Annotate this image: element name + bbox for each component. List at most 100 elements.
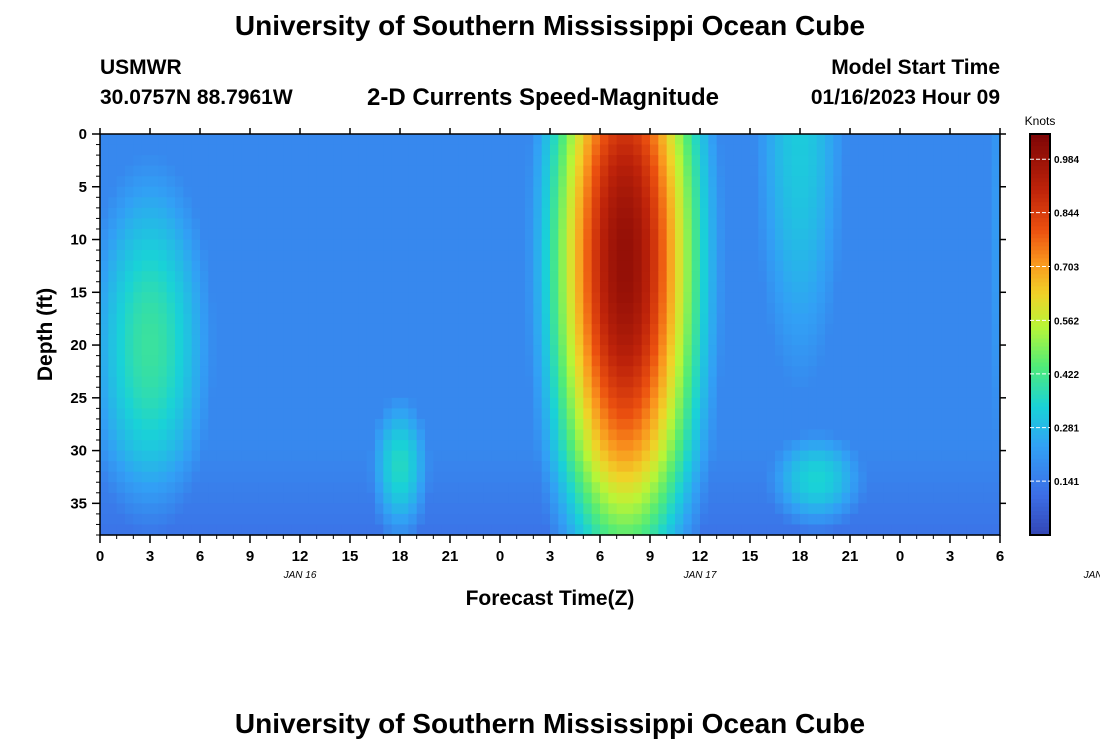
heatmap-cell — [958, 376, 968, 388]
heatmap-cell — [100, 271, 109, 283]
heatmap-cell — [108, 197, 118, 209]
colorbar-swatch — [1030, 170, 1050, 175]
heatmap-cell — [425, 186, 434, 198]
heatmap-cell — [941, 440, 951, 452]
heatmap-cell — [866, 461, 876, 473]
heatmap-cell — [441, 165, 451, 177]
heatmap-cell — [983, 366, 993, 378]
heatmap-cell — [558, 281, 568, 293]
heatmap-cell — [975, 239, 984, 251]
heatmap-cell — [750, 144, 759, 156]
heatmap-cell — [966, 292, 976, 304]
heatmap-cell — [158, 250, 168, 262]
heatmap-cell — [266, 155, 276, 167]
heatmap-cell — [450, 292, 459, 304]
heatmap-cell — [400, 271, 409, 283]
heatmap-cell — [900, 366, 909, 378]
heatmap-cell — [216, 450, 226, 462]
heatmap-cell — [333, 376, 343, 388]
heatmap-cell — [533, 418, 543, 431]
heatmap-cell — [958, 408, 968, 420]
heatmap-cell — [575, 461, 584, 473]
heatmap-cell — [708, 482, 718, 494]
heatmap-cell — [483, 197, 493, 209]
heatmap-cell — [558, 186, 568, 198]
heatmap-cell — [175, 450, 184, 462]
heatmap-cell — [425, 387, 434, 399]
heatmap-cell — [283, 281, 293, 293]
heatmap-cell — [516, 418, 526, 431]
heatmap-cell — [891, 524, 901, 536]
heatmap-cell — [683, 302, 693, 314]
heatmap-cell — [583, 461, 593, 473]
heatmap-cell — [425, 228, 434, 241]
heatmap-cell — [441, 355, 451, 367]
colorbar-swatch — [1030, 390, 1050, 396]
heatmap-cell — [791, 186, 801, 198]
heatmap-cell — [366, 334, 376, 346]
heatmap-cell — [725, 334, 734, 346]
heatmap-cell — [925, 408, 934, 420]
heatmap-cell — [458, 134, 468, 146]
heatmap-cell — [166, 418, 176, 431]
heatmap-cell — [108, 334, 118, 346]
heatmap-cell — [758, 313, 768, 325]
heatmap-cell — [900, 323, 909, 336]
heatmap-cell — [108, 429, 118, 441]
heatmap-cell — [825, 281, 834, 293]
heatmap-cell — [158, 524, 168, 536]
heatmap-cell — [858, 250, 868, 262]
heatmap-cell — [750, 134, 759, 146]
heatmap-cell — [875, 323, 884, 336]
heatmap-cell — [541, 418, 551, 431]
heatmap-cell — [358, 144, 368, 156]
heatmap-cell — [366, 482, 376, 494]
heatmap-cell — [700, 323, 709, 336]
heatmap-cell — [766, 218, 776, 230]
heatmap-cell — [933, 366, 943, 378]
heatmap-cell — [375, 260, 384, 272]
heatmap-cell — [483, 176, 493, 188]
heatmap-cell — [308, 334, 318, 346]
heatmap-cell — [891, 155, 901, 167]
heatmap-cell — [441, 250, 451, 262]
heatmap-cell — [966, 461, 976, 473]
heatmap-cell — [675, 302, 684, 314]
heatmap-cell — [350, 239, 359, 251]
heatmap-cell — [700, 176, 709, 188]
heatmap-cell — [183, 228, 193, 241]
heatmap-cell — [125, 440, 134, 452]
heatmap-cell — [608, 366, 618, 378]
heatmap-cell — [858, 197, 868, 209]
heatmap-cell — [916, 281, 926, 293]
heatmap-cell — [775, 144, 784, 156]
heatmap-cell — [158, 144, 168, 156]
heatmap-cell — [758, 513, 768, 526]
heatmap-cell — [758, 418, 768, 431]
heatmap-cell — [308, 144, 318, 156]
heatmap-cell — [658, 250, 668, 262]
heatmap-cell — [233, 155, 243, 167]
heatmap-cell — [666, 134, 676, 146]
heatmap-cell — [633, 376, 643, 388]
heatmap-cell — [600, 250, 609, 262]
heatmap-cell — [825, 165, 834, 177]
heatmap-cell — [200, 482, 209, 494]
heatmap-cell — [275, 292, 284, 304]
heatmap-cell — [825, 155, 834, 167]
heatmap-cell — [625, 176, 634, 188]
heatmap-cell — [333, 144, 343, 156]
colorbar-swatch — [1030, 166, 1050, 171]
heatmap-cell — [991, 513, 1001, 526]
heatmap-cell — [141, 239, 151, 251]
heatmap-cell — [400, 134, 409, 146]
heatmap-cell — [300, 260, 309, 272]
heatmap-cell — [950, 250, 959, 262]
heatmap-cell — [725, 429, 734, 441]
heatmap-cell — [250, 429, 259, 441]
heatmap-cell — [575, 482, 584, 494]
colorbar-tick-label: 0.844 — [1054, 209, 1079, 220]
heatmap-cell — [858, 134, 868, 146]
heatmap-cell — [675, 482, 684, 494]
heatmap-cell — [916, 345, 926, 357]
